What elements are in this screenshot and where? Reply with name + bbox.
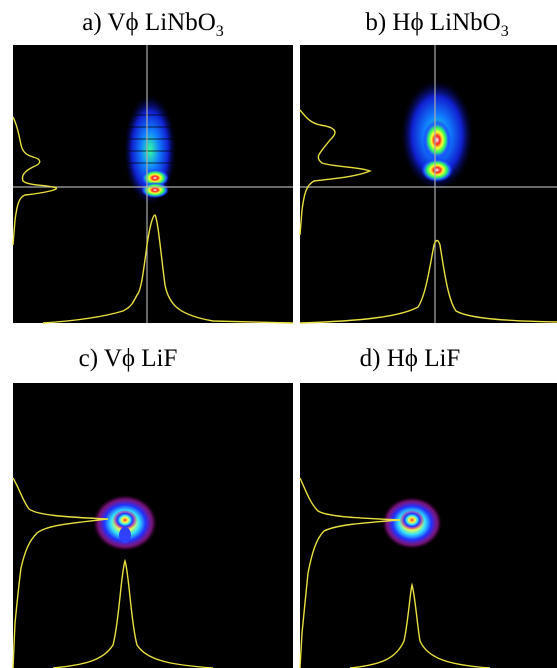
panel-label: b) Hϕ LiNbO3 — [365, 9, 508, 40]
profile — [12, 116, 57, 246]
beam-image — [12, 45, 294, 324]
panel-label: a) Vϕ LiNbO3 — [82, 9, 224, 40]
label-subscript: 3 — [501, 23, 509, 40]
label-text: b) Hϕ LiNbO — [365, 9, 500, 36]
profile — [299, 477, 401, 668]
profile — [12, 477, 109, 668]
beam-spot — [141, 169, 169, 187]
panel-label: c) Vϕ LiF — [79, 345, 178, 372]
profile — [42, 214, 294, 324]
profile — [299, 239, 557, 324]
panel-label: d) Hϕ LiF — [360, 345, 461, 372]
profile — [52, 558, 214, 668]
profile — [299, 109, 372, 236]
profile — [349, 582, 491, 668]
beam-spot — [421, 158, 453, 182]
label-subscript: 3 — [216, 23, 224, 40]
beam-image — [299, 383, 557, 668]
beam-lobe — [119, 527, 131, 543]
beam-spot — [423, 120, 451, 160]
fringes — [125, 114, 175, 164]
beam-spot — [113, 510, 137, 530]
label-text: a) Vϕ LiNbO — [82, 9, 216, 36]
beam-spot — [400, 510, 424, 530]
beam-spot — [141, 182, 169, 198]
beam-image — [12, 383, 293, 668]
beam-image — [299, 45, 557, 324]
